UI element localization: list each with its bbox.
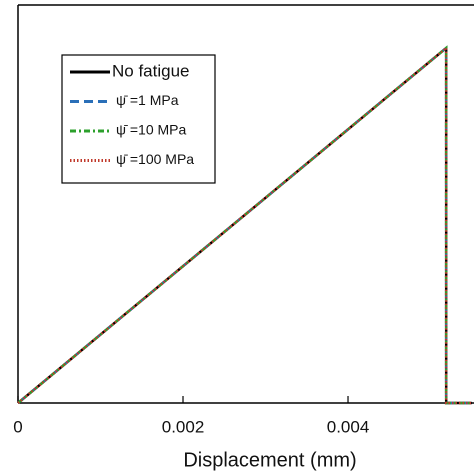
x-tick-label: 0.004 bbox=[327, 417, 370, 436]
x-tick-label: 0.002 bbox=[162, 417, 205, 436]
legend-label: ψ̄ =100 MPa bbox=[116, 151, 194, 167]
series-line bbox=[17, 45, 472, 405]
legend-label: No fatigue bbox=[112, 61, 190, 80]
legend-label: ψ̄ =1 MPa bbox=[116, 92, 179, 108]
legend-label: ψ̄ =10 MPa bbox=[116, 122, 187, 138]
x-axis-label: Displacement (mm) bbox=[183, 449, 356, 471]
x-tick-label: 0 bbox=[13, 417, 22, 436]
